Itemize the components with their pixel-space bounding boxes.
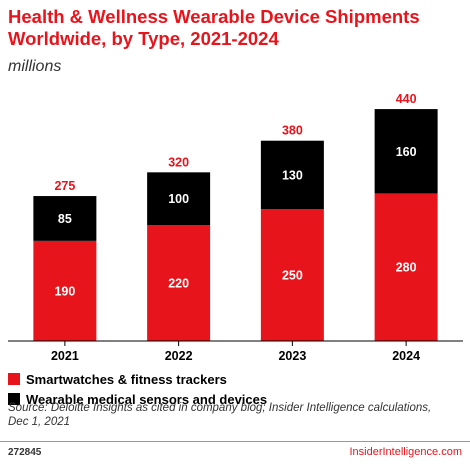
brand-link[interactable]: InsiderIntelligence.com <box>349 446 462 458</box>
chart-title: Health & Wellness Wearable Device Shipme… <box>8 6 420 49</box>
bar-chart: 190 85 275 2021 220 100 320 2022 250 130 380 2023 28… <box>8 92 463 363</box>
bar-label-2024-series-1: 280 <box>396 261 417 275</box>
bar-total-2021: 275 <box>54 179 75 193</box>
bar-2023-series-2 <box>260 140 324 210</box>
bar-total-2024: 440 <box>396 92 417 106</box>
chart-id: 272845 <box>8 447 42 458</box>
x-tick-label-2021: 2021 <box>51 349 79 363</box>
bar-label-2024-series-2: 160 <box>396 145 417 159</box>
legend-swatch-medical <box>8 393 20 405</box>
legend-label-smartwatches: Smartwatches & fitness trackers <box>26 371 227 387</box>
chart-subtitle: millions <box>8 58 62 75</box>
legend-item-smartwatches: Smartwatches & fitness trackers <box>8 370 267 388</box>
legend: Smartwatches & fitness trackers Wearable… <box>8 370 267 410</box>
bar-2023-series-1 <box>260 209 324 341</box>
bar-2024-series-1 <box>374 193 438 341</box>
source-note: Source: Deloitte Insights as cited in co… <box>8 402 432 428</box>
legend-swatch-smartwatches <box>8 373 20 385</box>
footer-divider <box>0 441 470 442</box>
bar-label-2023-series-2: 130 <box>282 168 303 182</box>
bar-label-2021-series-2: 85 <box>58 212 72 226</box>
bar-label-2023-series-1: 250 <box>282 269 303 283</box>
bar-label-2021-series-1: 190 <box>54 284 75 298</box>
bar-2021-series-2 <box>33 196 97 241</box>
x-tick-label-2023: 2023 <box>278 349 306 363</box>
bar-label-2022-series-1: 220 <box>168 277 189 291</box>
bar-2021-series-1 <box>33 240 97 341</box>
bar-2022-series-2 <box>147 172 211 226</box>
x-tick-label-2024: 2024 <box>392 349 420 363</box>
bar-label-2022-series-2: 100 <box>168 192 189 206</box>
bar-2022-series-1 <box>147 225 211 341</box>
x-tick-label-2022: 2022 <box>165 349 193 363</box>
legend-item-medical: Wearable medical sensors and devices <box>8 390 267 408</box>
legend-label-medical: Wearable medical sensors and devices <box>26 391 268 407</box>
bar-total-2022: 320 <box>168 155 189 169</box>
bar-2024-series-2 <box>374 109 438 194</box>
bar-total-2023: 380 <box>282 124 303 138</box>
